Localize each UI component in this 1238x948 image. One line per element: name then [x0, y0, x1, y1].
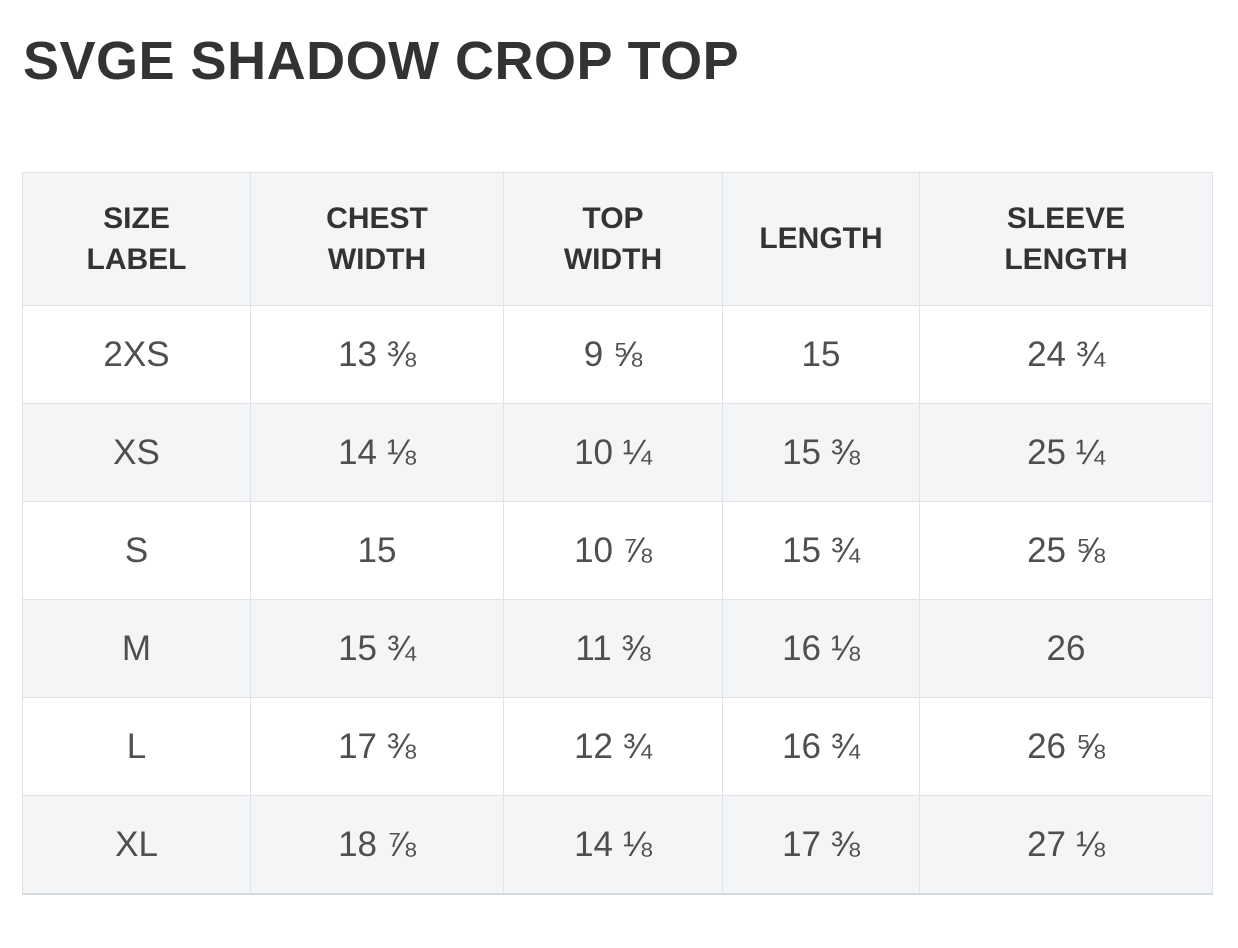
- measurement-cell: 18 ⅞: [250, 795, 504, 895]
- table-row: XS 14 ⅛ 10 ¼ 15 ⅜ 25 ¼: [22, 403, 1213, 502]
- size-label-cell: XL: [22, 795, 251, 895]
- measurement-cell: 17 ⅜: [250, 697, 504, 796]
- measurement-cell: 15 ¾: [722, 501, 920, 600]
- measurement-cell: 10 ⅞: [503, 501, 723, 600]
- measurement-cell: 11 ⅜: [503, 599, 723, 698]
- table-row: L 17 ⅜ 12 ¾ 16 ¾ 26 ⅝: [22, 697, 1213, 796]
- size-label-cell: M: [22, 599, 251, 698]
- table-row: S 15 10 ⅞ 15 ¾ 25 ⅝: [22, 501, 1213, 600]
- measurement-cell: 13 ⅜: [250, 305, 504, 404]
- column-header: SIZE LABEL: [22, 172, 251, 306]
- size-label-cell: S: [22, 501, 251, 600]
- table-row: M 15 ¾ 11 ⅜ 16 ⅛ 26: [22, 599, 1213, 698]
- column-header: SLEEVE LENGTH: [919, 172, 1213, 306]
- measurement-cell: 26: [919, 599, 1213, 698]
- measurement-cell: 15: [250, 501, 504, 600]
- measurement-cell: 15: [722, 305, 920, 404]
- size-chart-table: SIZE LABEL CHEST WIDTH TOP WIDTH LENGTH SLEE…: [22, 172, 1213, 895]
- measurement-cell: 27 ⅛: [919, 795, 1213, 895]
- table-row: XL 18 ⅞ 14 ⅛ 17 ⅜ 27 ⅛: [22, 795, 1213, 895]
- page-title: SVGE SHADOW CROP TOP: [23, 31, 740, 91]
- size-label-cell: L: [22, 697, 251, 796]
- measurement-cell: 10 ¼: [503, 403, 723, 502]
- measurement-cell: 9 ⅝: [503, 305, 723, 404]
- measurement-cell: 17 ⅜: [722, 795, 920, 895]
- measurement-cell: 25 ⅝: [919, 501, 1213, 600]
- size-label-cell: 2XS: [22, 305, 251, 404]
- column-header: CHEST WIDTH: [250, 172, 504, 306]
- measurement-cell: 14 ⅛: [503, 795, 723, 895]
- header-row: SIZE LABEL CHEST WIDTH TOP WIDTH LENGTH SLEE…: [22, 172, 1213, 306]
- column-header: LENGTH: [722, 172, 920, 306]
- measurement-cell: 16 ⅛: [722, 599, 920, 698]
- measurement-cell: 15 ⅜: [722, 403, 920, 502]
- measurement-cell: 14 ⅛: [250, 403, 504, 502]
- measurement-cell: 25 ¼: [919, 403, 1213, 502]
- measurement-cell: 26 ⅝: [919, 697, 1213, 796]
- size-label-cell: XS: [22, 403, 251, 502]
- measurement-cell: 16 ¾: [722, 697, 920, 796]
- measurement-cell: 12 ¾: [503, 697, 723, 796]
- measurement-cell: 15 ¾: [250, 599, 504, 698]
- column-header: TOP WIDTH: [503, 172, 723, 306]
- measurement-cell: 24 ¾: [919, 305, 1213, 404]
